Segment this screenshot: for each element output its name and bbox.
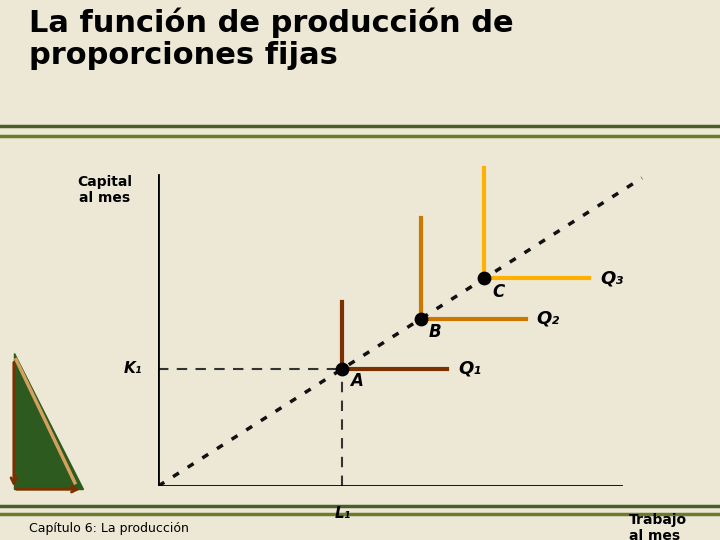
Text: Q₁: Q₁ <box>458 360 481 378</box>
Text: Trabajo
al mes: Trabajo al mes <box>629 513 687 540</box>
Point <box>479 274 490 283</box>
Text: L₁: L₁ <box>334 506 351 521</box>
Point <box>415 314 427 323</box>
Text: K₁: K₁ <box>124 361 143 376</box>
Polygon shape <box>14 353 83 489</box>
Text: Capítulo 6: La producción: Capítulo 6: La producción <box>29 522 189 535</box>
Text: A: A <box>350 372 363 389</box>
Text: C: C <box>492 283 505 301</box>
Text: Q₂: Q₂ <box>537 309 560 328</box>
Text: B: B <box>429 323 441 341</box>
Text: Q₃: Q₃ <box>600 269 623 287</box>
Text: Capital
al mes: Capital al mes <box>77 174 132 205</box>
Text: La función de producción de
proporciones fijas: La función de producción de proporciones… <box>29 7 513 70</box>
Point <box>337 364 348 373</box>
